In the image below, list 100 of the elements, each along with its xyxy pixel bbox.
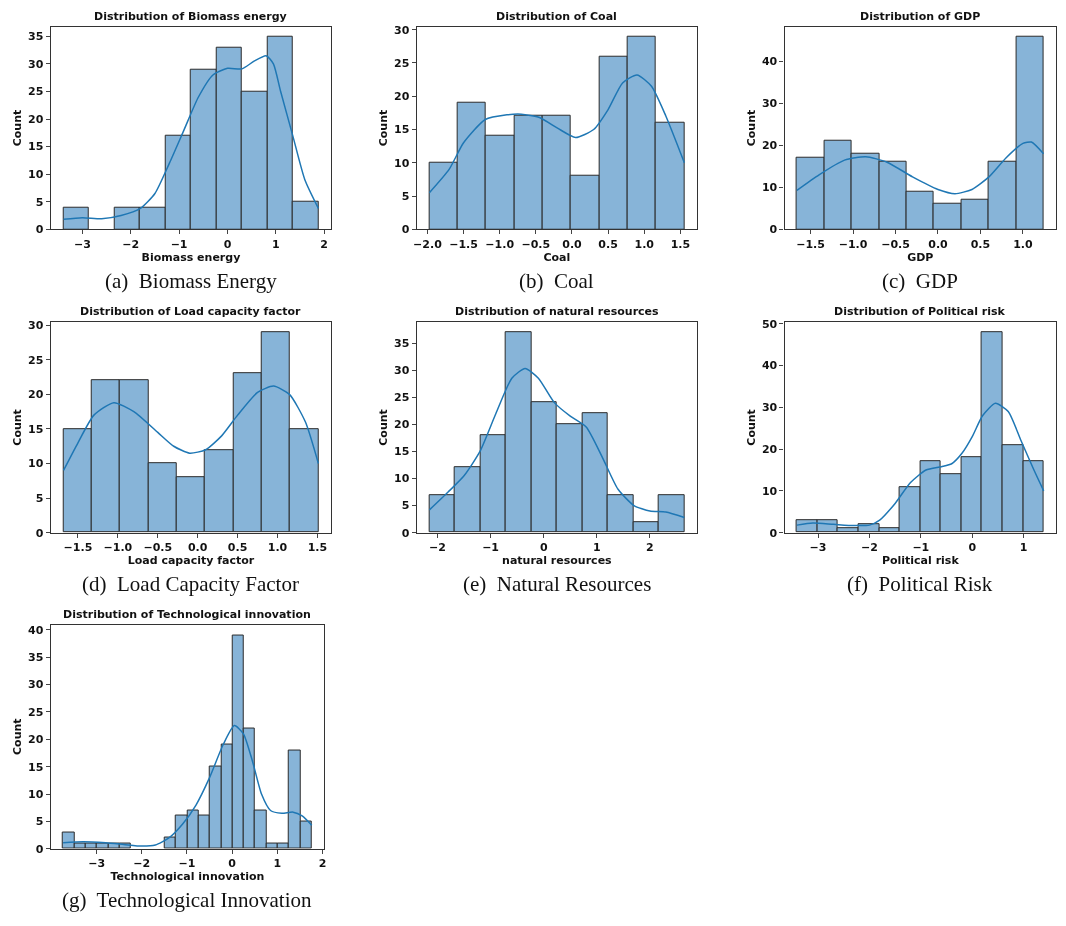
line-series [62,724,313,847]
x-tick-label: −3 [88,857,106,871]
y-tick-label: 10 [761,484,778,498]
x-tick-label: 1.5 [307,540,328,554]
chart-title: Distribution of Biomass energy [94,10,287,23]
y-tick-label: 20 [28,388,44,402]
text: (d) Load Capacity Factor [82,572,299,596]
x-tick-label: 1.5 [670,237,691,251]
y-tick-label: 10 [28,457,44,471]
y-tick-label: 5 [401,499,410,513]
x-tick-label: −0.5 [521,237,551,251]
x-tick-label: 0.5 [227,540,248,554]
y-tick-label: 20 [28,112,44,126]
y-tick-label: 5 [35,491,44,505]
line-series [62,385,320,472]
y-tick-label: 0 [401,223,410,237]
x-axis-title: Political risk [881,554,960,567]
y-tick-label: 25 [394,56,410,70]
x-tick-label: 1.0 [634,237,655,251]
x-axis-title: Load capacity factor [127,554,255,567]
y-axis-title: Count [376,409,390,446]
x-axis-title: GDP [907,250,934,264]
y-tick-label: 30 [28,678,44,692]
y-tick-label: 35 [28,30,44,44]
x-tick-label: −0.5 [881,237,910,251]
x-tick-label: 1.0 [267,540,288,554]
x-tick-label: −1 [482,540,500,554]
x-tick-label: −2 [122,237,140,251]
x-tick-label: 0.0 [562,237,583,251]
y-tick-label: 35 [28,650,44,664]
y-tick-label: 10 [28,168,44,182]
y-tick-label: 20 [761,442,778,456]
text: (f) Political Risk [847,572,993,596]
y-tick-label: 10 [761,181,778,195]
x-tick-label: 2 [318,857,327,871]
x-tick-label: −1.5 [796,237,825,251]
y-tick-label: 25 [394,391,410,405]
chart-title: Distribution of GDP [860,10,981,23]
x-tick-label: −1.0 [838,237,868,251]
y-tick-label: 15 [28,760,44,774]
x-tick-label: −2 [133,857,151,871]
y-tick-label: 15 [28,140,44,154]
y-axis-title: Count [376,109,390,147]
x-tick-label: −1 [170,237,188,251]
y-tick-label: 15 [28,422,44,436]
chart-title: Distribution of Political risk [834,305,1006,318]
y-tick-label: 5 [35,195,44,209]
x-tick-label: −2 [860,540,878,554]
line-series [796,141,1045,195]
x-tick-label: 1 [271,237,280,251]
y-axis-title: Count [744,409,758,446]
x-tick-label: 0.0 [187,540,208,554]
x-axis-title: Coal [543,250,571,264]
y-tick-label: 35 [394,336,410,350]
y-tick-label: 10 [394,472,410,486]
y-tick-label: 50 [761,317,778,331]
y-tick-label: 30 [761,97,778,111]
text: (g) Technological Innovation [62,888,312,912]
x-tick-label: −1 [912,540,930,554]
y-tick-label: 20 [28,733,44,747]
y-tick-label: 10 [28,787,44,801]
x-tick-label: 1.0 [1013,237,1033,251]
y-axis-title: Count [744,109,758,147]
y-tick-label: 0 [35,842,44,856]
chart-title: Distribution of Technological innovation [63,608,311,621]
y-tick-label: 30 [761,401,778,415]
y-tick-label: 0 [35,526,44,540]
text: (b) Coal [519,269,594,293]
y-tick-label: 40 [761,55,778,69]
chart-title: Distribution of Load capacity factor [80,305,302,318]
x-tick-label: −2 [429,540,446,554]
x-tick-label: −1 [178,857,196,871]
y-tick-label: 0 [769,223,778,237]
x-tick-label: 1 [1019,540,1028,554]
y-tick-label: 25 [28,85,44,99]
x-tick-label: 0 [223,237,232,251]
y-tick-label: 0 [769,526,778,540]
x-tick-label: −1.5 [449,237,478,251]
x-tick-label: 0 [968,540,977,554]
x-tick-label: 2 [320,237,329,251]
y-tick-label: 30 [394,23,410,37]
y-tick-label: 40 [28,623,44,637]
y-tick-label: 25 [28,705,44,719]
x-tick-label: 0.5 [598,237,618,251]
x-axis-title: Biomass energy [141,250,241,264]
y-tick-label: 30 [28,319,44,333]
text: (e) Natural Resources [463,572,652,596]
text: (c) GDP [882,269,958,293]
x-tick-label: −2.0 [413,237,443,251]
y-axis-title: Count [10,718,24,755]
y-tick-label: 20 [394,90,410,104]
x-tick-label: −1.0 [103,540,133,554]
x-tick-label: 0 [539,540,548,554]
x-tick-label: −1.0 [485,237,515,251]
y-tick-label: 5 [35,815,44,829]
y-tick-label: 0 [401,526,410,540]
x-tick-label: −3 [73,237,91,251]
x-tick-label: 2 [646,540,654,554]
x-tick-label: 0 [228,857,237,871]
chart-title: Distribution of natural resources [455,305,660,318]
